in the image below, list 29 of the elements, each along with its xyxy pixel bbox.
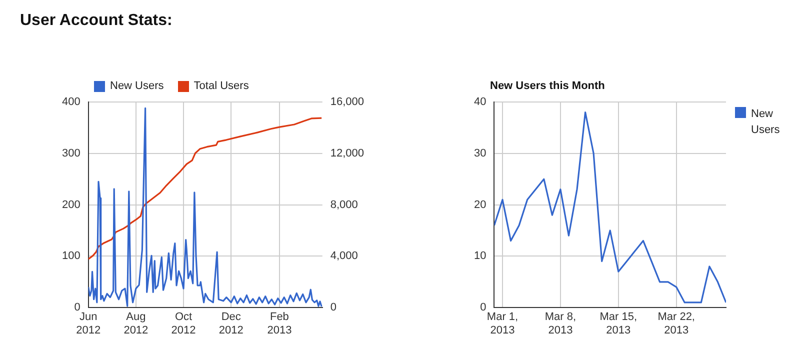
chart-title: New Users this Month — [490, 80, 605, 92]
legend-label: New Users — [110, 80, 164, 92]
y-tick-label: 10 — [474, 250, 486, 262]
chart-title: User Account Stats: — [20, 12, 172, 30]
y-tick-label: 100 — [62, 250, 80, 262]
y-tick-label: 200 — [62, 198, 80, 211]
y2-tick-label: 8,000 — [330, 198, 358, 211]
y2-tick-label: 12,000 — [330, 147, 364, 160]
x-tick-label: Mar 1, 2013 — [486, 311, 518, 336]
x-tick-label: Mar 15, 2013 — [600, 311, 638, 336]
x-tick-label: Dec 2012 — [218, 311, 244, 336]
y-tick-label: 30 — [474, 147, 486, 160]
x-tick-label: Feb 2013 — [267, 311, 292, 336]
x-tick-label: Mar 22, 2013 — [658, 311, 695, 336]
y-tick-label: 400 — [62, 96, 80, 108]
y-tick-label: 300 — [62, 147, 80, 160]
y-tick-label: 0 — [74, 302, 80, 314]
y2-tick-label: 4,000 — [330, 250, 358, 262]
legend-label: Total Users — [194, 80, 249, 92]
legend-label: New Users — [751, 107, 781, 138]
y-tick-label: 40 — [474, 96, 486, 108]
x-tick-label: Oct 2012 — [171, 311, 196, 336]
x-tick-label: Jun 2012 — [76, 311, 101, 336]
x-tick-label: Aug 2012 — [124, 311, 148, 336]
y-tick-label: 0 — [480, 302, 486, 314]
x-tick-label: Mar 8, 2013 — [544, 311, 576, 336]
y-tick-label: 20 — [474, 198, 486, 211]
y2-tick-label: 0 — [330, 302, 336, 314]
y2-tick-label: 16,000 — [330, 96, 364, 108]
